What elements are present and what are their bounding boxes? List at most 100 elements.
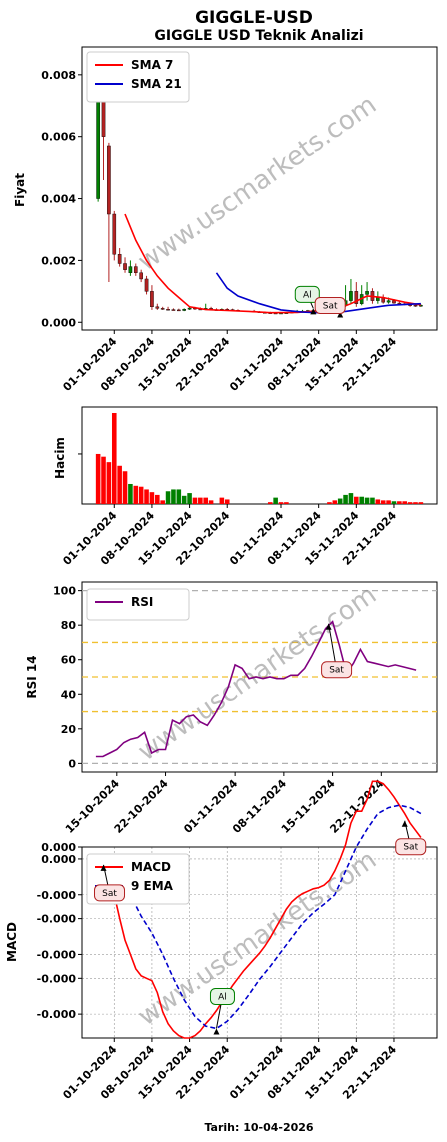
macd-al-arrowhead	[213, 1028, 220, 1035]
volume-bar	[101, 456, 106, 504]
macd-ylabel: MACD	[5, 922, 19, 962]
macd-ytick-label: -0.000	[37, 1008, 77, 1021]
volume-bar	[397, 501, 402, 504]
volume-bar	[418, 502, 424, 504]
volume-bar	[407, 502, 413, 504]
price-ytick-label: 0.002	[41, 254, 76, 267]
rsi-legend-box	[86, 588, 190, 621]
figure-title: GIGGLE-USD	[195, 8, 313, 28]
volume-bar	[337, 498, 343, 504]
candle-body	[123, 263, 127, 270]
volume-bar	[171, 489, 176, 504]
volume-bar	[267, 502, 273, 504]
volume-bar	[187, 493, 192, 504]
volume-bar	[402, 501, 408, 504]
macd-sat-1-arrowhead	[100, 864, 107, 871]
volume-bar	[273, 497, 278, 504]
volume-bar	[160, 500, 165, 504]
volume-frame	[81, 406, 438, 505]
candle-body	[155, 306, 160, 309]
candle-body	[182, 309, 187, 311]
candle-body	[150, 291, 154, 308]
volume-bar	[95, 453, 101, 504]
volume-bar	[155, 494, 160, 504]
macd-frame	[81, 846, 438, 1039]
volume-ylabel: Hacim	[53, 437, 67, 479]
rsi-sat-arrowhead	[325, 623, 332, 630]
volume-bar	[278, 502, 284, 504]
sma21-line	[215, 272, 421, 314]
macd-legend-label: MACD	[131, 860, 171, 874]
volume-bar	[144, 489, 149, 504]
volume-bar	[122, 471, 128, 504]
price-sat-arrowhead	[337, 311, 344, 318]
sma7-line	[124, 213, 422, 314]
candle-body	[166, 309, 170, 311]
macd-line	[97, 780, 422, 1039]
volume-bar	[413, 502, 418, 504]
price-sat-badge-label: Sat	[323, 301, 338, 311]
price-ytick-label: 0.000	[41, 316, 76, 329]
price-al-arrowhead	[310, 308, 317, 315]
price-panel-subtitle: GIGGLE USD Teknik Analizi	[154, 28, 363, 44]
volume-bar	[198, 497, 203, 504]
macd-ytick-label: 0.000	[41, 841, 76, 854]
price-ytick-label: 0.008	[41, 69, 76, 82]
candle-body	[139, 272, 143, 280]
macd-al-badge-box	[209, 987, 235, 1005]
volume-bar	[128, 483, 133, 504]
macd-ytick-label: -0.000	[37, 948, 77, 961]
signal-line	[97, 804, 422, 1030]
volume-bar	[284, 502, 289, 504]
candle-body	[392, 300, 396, 304]
price-ylabel: Fiyat	[13, 173, 27, 207]
rsi-sat-badge-box	[321, 661, 353, 679]
candle-body	[365, 291, 369, 295]
volume-bar	[149, 492, 155, 504]
volume-bar	[354, 496, 359, 504]
footer-date: Tarih: 10-04-2026	[204, 1121, 313, 1134]
rsi-ytick-label: 100	[53, 585, 76, 598]
macd-legend-label: 9 EMA	[131, 879, 174, 893]
volume-bar	[375, 499, 381, 504]
rsi-ytick-label: 0	[68, 757, 76, 770]
volume-bar	[364, 497, 370, 504]
volume-bar	[224, 499, 230, 504]
volume-bar	[192, 497, 198, 504]
volume-bar	[219, 497, 225, 504]
candle-body	[354, 291, 359, 304]
macd-sat-2-badge-box	[395, 838, 427, 856]
panel-price: www.uscmarkets.com 0.000 0.002 0.004 0.006 0.…	[13, 46, 438, 394]
macd-al-badge-label: Al	[218, 992, 227, 1002]
panel-rsi: www.uscmarkets.com02040608010015-10-2024…	[25, 580, 438, 836]
candle-body	[413, 305, 418, 307]
volume-bar	[348, 493, 354, 504]
candle-body	[112, 213, 117, 255]
volume-bar	[332, 500, 338, 504]
macd-ytick-label: -0.000	[37, 889, 77, 902]
price-ytick-label: 0.006	[41, 131, 76, 144]
macd-ytick-label: -0.000	[37, 913, 77, 926]
rsi-legend-label: RSI	[131, 595, 153, 609]
volume-bar	[343, 494, 348, 504]
macd-ytick-label: 0.000	[41, 853, 76, 866]
volume-bar	[380, 500, 386, 504]
rsi-sat-badge-label: Sat	[329, 666, 344, 676]
candle-body	[133, 266, 138, 273]
macd-sat-2-arrowhead	[401, 820, 408, 827]
candle-body	[117, 254, 122, 264]
volume-bar	[117, 465, 122, 504]
candle-body	[107, 145, 111, 215]
candle-body	[187, 307, 192, 310]
price-watermark: www.uscmarkets.com	[133, 90, 383, 277]
volume-bar	[106, 462, 112, 504]
volume-bar	[138, 486, 144, 504]
macd-sat-2-badge-label: Sat	[403, 843, 418, 853]
price-al-badge-box	[294, 285, 320, 303]
macd-sat-1-badge-box	[94, 884, 126, 902]
volume-bar	[327, 502, 332, 504]
volume-bar	[386, 500, 391, 504]
candle-body	[419, 305, 423, 307]
panel-volume: 01-10-202408-10-202415-10-202422-10-2024…	[53, 406, 438, 568]
